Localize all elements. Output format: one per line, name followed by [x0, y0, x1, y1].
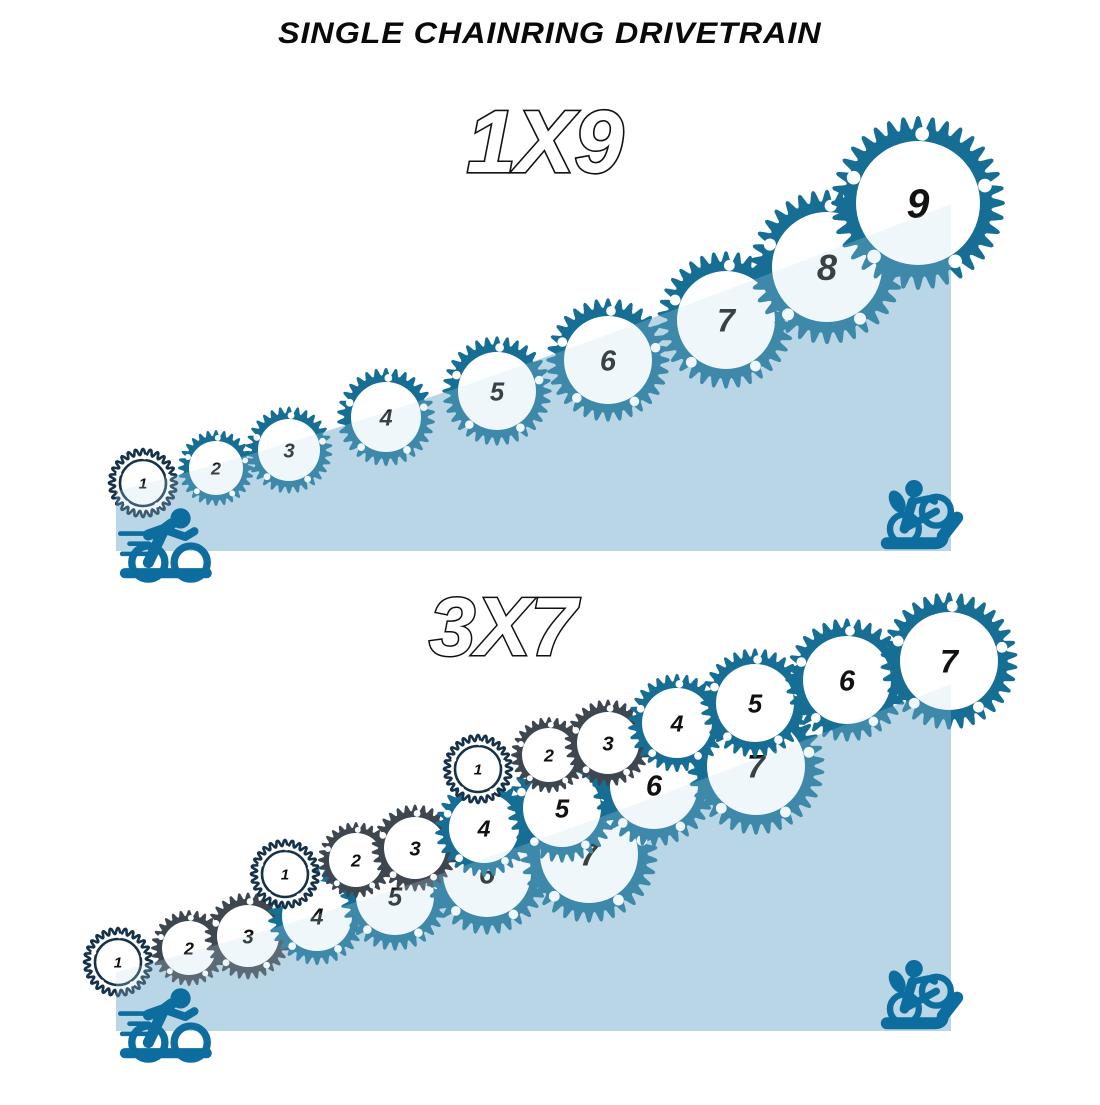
- svg-text:1: 1: [281, 866, 289, 883]
- svg-text:1: 1: [114, 954, 122, 971]
- svg-text:1X9: 1X9: [467, 92, 624, 191]
- svg-text:5: 5: [555, 795, 570, 823]
- svg-text:2: 2: [543, 745, 554, 765]
- svg-text:3: 3: [409, 837, 421, 860]
- svg-text:4: 4: [477, 815, 491, 841]
- svg-text:1: 1: [474, 761, 482, 778]
- svg-text:7: 7: [940, 644, 960, 680]
- svg-text:2: 2: [350, 850, 361, 870]
- svg-text:5: 5: [748, 690, 763, 718]
- svg-text:3X7: 3X7: [429, 580, 581, 673]
- svg-text:4: 4: [670, 710, 684, 736]
- svg-text:3: 3: [602, 732, 614, 755]
- svg-text:SINGLE CHAINRING DRIVETRAIN: SINGLE CHAINRING DRIVETRAIN: [278, 16, 822, 50]
- svg-text:6: 6: [839, 665, 856, 697]
